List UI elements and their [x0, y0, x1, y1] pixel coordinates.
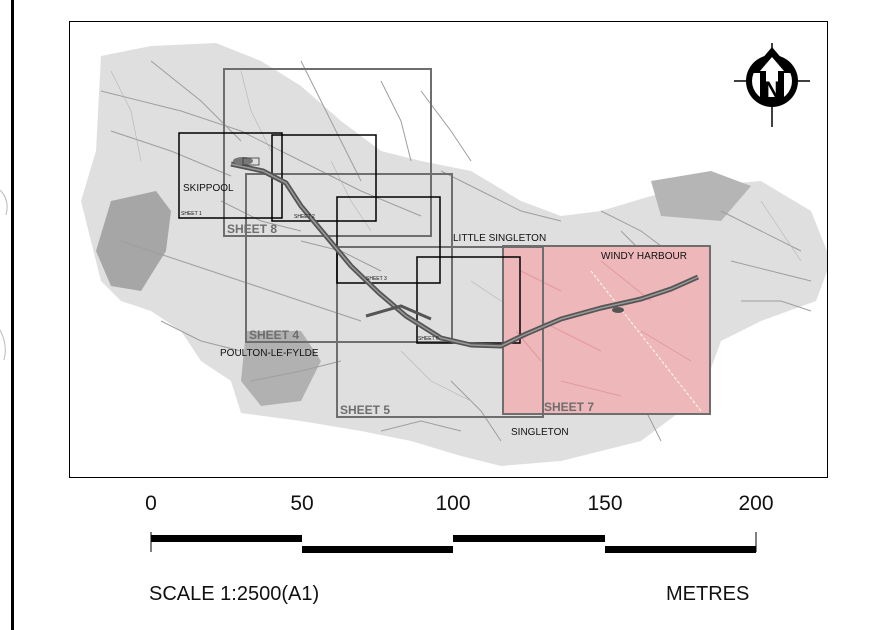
map-frame: SKIPPOOL LITTLE SINGLETON WINDY HARBOUR …	[69, 21, 828, 478]
built-up-area	[81, 43, 827, 466]
sheet-label-1: SHEET 1	[181, 211, 202, 217]
north-arrow-icon: N	[734, 43, 810, 127]
sheet-label-6: SHEET 6	[418, 336, 439, 342]
scale-ratio-label: SCALE 1:2500(A1)	[149, 583, 320, 605]
road-junction-spur	[365, 304, 432, 321]
sheet-1-boundary	[178, 132, 283, 219]
scale-tick-200: 200	[738, 492, 774, 515]
sheet-label-8: SHEET 8	[227, 222, 277, 236]
place-label-little-singleton: LITTLE SINGLETON	[453, 233, 546, 244]
sheet-3-boundary	[336, 196, 441, 284]
place-label-skippool: SKIPPOOL	[183, 183, 234, 194]
place-label-windy-harbour: WINDY HARBOUR	[601, 251, 687, 262]
sheet-label-4: SHEET 4	[249, 328, 299, 342]
scale-tick-50: 50	[290, 492, 314, 515]
sheet-label-7: SHEET 7	[544, 400, 594, 414]
scale-tick-100: 100	[435, 492, 471, 515]
sheet-label-2: SHEET 2	[294, 214, 315, 220]
roundabout-east	[612, 307, 624, 313]
sheet-4-boundary	[245, 173, 453, 343]
sheet-label-3: SHEET 3	[366, 276, 387, 282]
scale-tick-0: 0	[145, 492, 157, 515]
units-label: METRES	[666, 583, 750, 605]
scale-bar-area: 0 50 100 150 200 SCALE 1:2500(A1) METRES	[0, 480, 890, 630]
road-alignment-centerline	[230, 163, 699, 347]
sheet-label-5: SHEET 5	[340, 403, 390, 417]
sheet-boundaries	[178, 68, 544, 418]
place-label-singleton: SINGLETON	[511, 427, 569, 438]
scale-tick-150: 150	[587, 492, 623, 515]
scale-bar	[150, 532, 757, 553]
svg-text:N: N	[764, 77, 780, 102]
building-marker	[242, 157, 260, 166]
highlight-inner-streets	[515, 260, 692, 397]
place-label-poulton: POULTON-LE-FYLDE	[220, 348, 319, 359]
location-map: SKIPPOOL LITTLE SINGLETON WINDY HARBOUR …	[81, 43, 827, 466]
